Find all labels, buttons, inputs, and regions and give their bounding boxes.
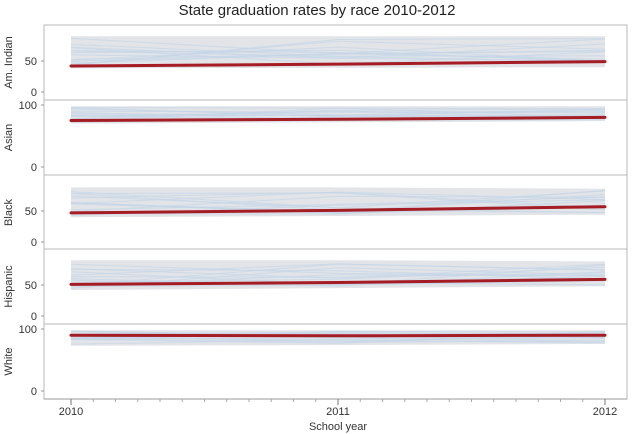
state-line-asian	[70, 110, 606, 114]
average-line-hispanic	[69, 277, 607, 286]
state-line-asian	[70, 107, 606, 110]
state-line-white	[70, 337, 606, 344]
state-line-am-indian	[70, 50, 606, 62]
state-line-asian	[70, 108, 606, 119]
state-line-white	[70, 334, 606, 343]
state-line-white	[70, 331, 606, 344]
state-line-am-indian	[70, 37, 606, 60]
y-tick-label: 50	[25, 56, 37, 68]
x-tick-label: 2010	[59, 406, 83, 418]
state-line-am-indian	[70, 43, 606, 57]
y-tick-label: 0	[31, 311, 37, 323]
chart-title: State graduation rates by race 2010-2012	[178, 2, 456, 19]
state-line-black	[70, 191, 606, 214]
y-tick-label: 100	[19, 100, 37, 112]
average-line-white	[69, 333, 607, 338]
panel-label-hispanic: Hispanic	[3, 265, 15, 308]
y-tick-label: 0	[31, 162, 37, 174]
state-line-am-indian	[70, 38, 606, 66]
state-line-hispanic	[70, 271, 606, 287]
y-tick-label: 0	[31, 386, 37, 398]
panel-label-black: Black	[3, 199, 15, 226]
state-line-black	[70, 196, 606, 211]
state-line-black	[70, 192, 606, 211]
state-line-black	[70, 200, 606, 215]
state-line-hispanic	[70, 263, 606, 276]
average-line-am-indian	[69, 60, 607, 68]
panel-label-asian: Asian	[3, 124, 15, 152]
average-line-asian	[69, 115, 607, 122]
average-line-black	[69, 205, 607, 215]
y-tick-label: 100	[19, 324, 37, 336]
state-line-hispanic	[70, 272, 606, 278]
panel-label-am-indian: Am. Indian	[3, 36, 15, 89]
state-line-am-indian	[70, 49, 606, 62]
y-tick-label: 0	[31, 87, 37, 99]
y-tick-label: 0	[31, 237, 37, 249]
state-line-hispanic	[70, 280, 606, 287]
state-line-black	[70, 191, 606, 209]
x-axis-title: School year	[309, 421, 367, 433]
y-tick-label: 50	[25, 280, 37, 292]
panel-label-white: White	[3, 347, 15, 375]
y-tick-label: 50	[25, 206, 37, 218]
state-line-hispanic	[70, 263, 606, 277]
x-tick-label: 2012	[593, 406, 617, 418]
state-line-white	[70, 337, 606, 345]
x-tick-label: 2011	[326, 406, 350, 418]
state-line-hispanic	[70, 267, 606, 289]
